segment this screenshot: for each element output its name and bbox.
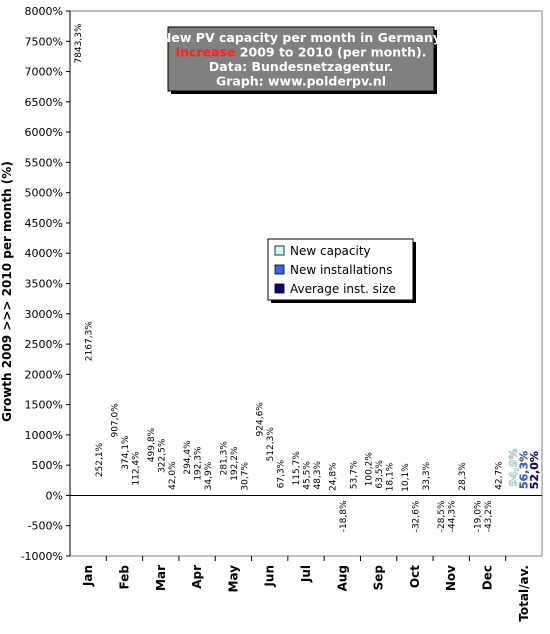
data-labels-layer: 7843,3% 907,0% 499,8% 294,4% 281,3% 924,6% 115… <box>74 23 541 532</box>
title-segment: Increase <box>175 45 235 60</box>
data-label: 2167,3% <box>85 321 95 361</box>
title-segment: New PV capacity per month in Germany <box>161 30 441 45</box>
legend-label: New installations <box>290 263 393 277</box>
y-tick-label: 7500% <box>25 35 63 48</box>
y-tick-label: 1500% <box>25 399 63 412</box>
data-label: 52,0% <box>528 451 541 489</box>
data-label: 499,8% <box>147 427 157 462</box>
title-box-bg <box>167 26 435 92</box>
x-tick-label: May <box>226 565 240 593</box>
data-label: -28,5% <box>437 500 447 532</box>
x-tick-label: Total/av. <box>517 565 531 622</box>
data-label: 7843,3% <box>74 23 84 63</box>
data-label: 192,2% <box>230 446 240 481</box>
data-label: 28,3% <box>458 462 468 491</box>
data-label: -19,0% <box>474 500 484 532</box>
y-tick-label: 2000% <box>25 368 63 381</box>
legend-swatch <box>274 264 285 275</box>
y-tick-label: 1000% <box>25 429 63 442</box>
data-label: 374,1% <box>121 435 131 470</box>
data-label: 42,0% <box>168 461 178 490</box>
data-label: 512,3% <box>266 427 276 462</box>
x-tick-label: Aug <box>335 565 349 591</box>
data-label: 67,3% <box>277 459 287 488</box>
y-tick-label: 5000% <box>25 187 63 200</box>
data-label: 18,1% <box>386 462 396 491</box>
x-tick-label: Jun <box>263 565 277 588</box>
y-tick-label: 0% <box>46 489 63 502</box>
data-label: 924,6% <box>256 402 266 437</box>
data-label: 100,2% <box>365 452 375 487</box>
x-tick-label: Dec <box>481 565 495 590</box>
y-tick-label: 6500% <box>25 96 63 109</box>
data-label: 30,7% <box>240 462 250 491</box>
title-segment: 2009 to 2010 (per month). <box>235 45 426 60</box>
data-label: -44,3% <box>448 500 458 532</box>
data-label: 322,5% <box>157 438 167 473</box>
title-line: Data: Bundesnetzagentur. <box>209 59 393 74</box>
data-label: 115,7% <box>292 451 302 486</box>
title-line: Graph: www.polderpv.nl <box>216 74 386 89</box>
legend: New capacity New installations Average ins… <box>267 238 416 303</box>
data-label: 56,3% <box>517 451 530 489</box>
title-segment: Graph: www.polderpv.nl <box>216 74 386 89</box>
data-label: 10,1% <box>401 463 411 492</box>
axes-layer: -1000% -500% 0% 500% 1000% 1500% 2000% 2500% 300… <box>0 5 543 622</box>
data-label: 294,4% <box>183 440 193 475</box>
y-tick-label: 3500% <box>25 278 63 291</box>
y-tick-label: 6000% <box>25 126 63 139</box>
data-label: 112,4% <box>131 451 141 486</box>
x-tick-label: Apr <box>190 565 204 589</box>
y-tick-label: 7000% <box>25 66 63 79</box>
data-label: 45,5% <box>303 461 313 490</box>
legend-swatch <box>274 283 285 294</box>
data-label: 94,9% <box>507 449 520 487</box>
data-label: 24,8% <box>328 462 338 491</box>
title-line: New PV capacity per month in Germany <box>161 30 441 45</box>
title-box: New PV capacity per month in GermanyIncr… <box>161 26 441 94</box>
x-tick-label: Oct <box>408 565 422 588</box>
data-label: -32,6% <box>411 500 421 532</box>
y-tick-label: -1000% <box>21 550 63 563</box>
x-tick-label: Mar <box>154 565 168 591</box>
data-label: 33,3% <box>422 461 432 490</box>
data-label: -18,8% <box>339 500 349 532</box>
data-label: 48,3% <box>313 460 323 489</box>
legend-box <box>267 238 414 301</box>
y-tick-label: 500% <box>32 459 63 472</box>
y-tick-label: -500% <box>28 520 63 533</box>
data-label: 281,3% <box>219 441 229 476</box>
y-tick-label: 5500% <box>25 156 63 169</box>
y-tick-label: 3000% <box>25 308 63 321</box>
y-axis-title: Growth 2009 >>> 2010 per month (%) <box>0 161 14 422</box>
x-tick-label: Sep <box>372 565 386 591</box>
legend-swatch <box>274 245 285 256</box>
data-label: -43,2% <box>484 500 494 532</box>
legend-label: Average inst. size <box>290 282 396 296</box>
title-segment: Data: Bundesnetzagentur. <box>209 59 393 74</box>
y-tick-label: 2500% <box>25 338 63 351</box>
data-label: 34,9% <box>204 461 214 490</box>
x-tick-label: Jan <box>81 565 95 587</box>
y-tick-label: 4000% <box>25 247 63 260</box>
data-label: 192,3% <box>194 446 204 481</box>
data-label: 42,7% <box>495 461 505 490</box>
legend-label: New capacity <box>290 244 371 258</box>
data-label: 53,7% <box>349 460 359 489</box>
data-label: 63,5% <box>375 460 385 489</box>
data-label: 252,1% <box>95 442 105 477</box>
y-tick-label: 8000% <box>25 5 63 18</box>
x-tick-label: Nov <box>444 565 458 591</box>
x-tick-label: Feb <box>117 565 131 590</box>
title-line: Increase 2009 to 2010 (per month). <box>175 45 426 60</box>
data-label: 907,0% <box>110 403 120 438</box>
y-tick-label: 4500% <box>25 217 63 230</box>
x-tick-label: Jul <box>299 565 313 583</box>
